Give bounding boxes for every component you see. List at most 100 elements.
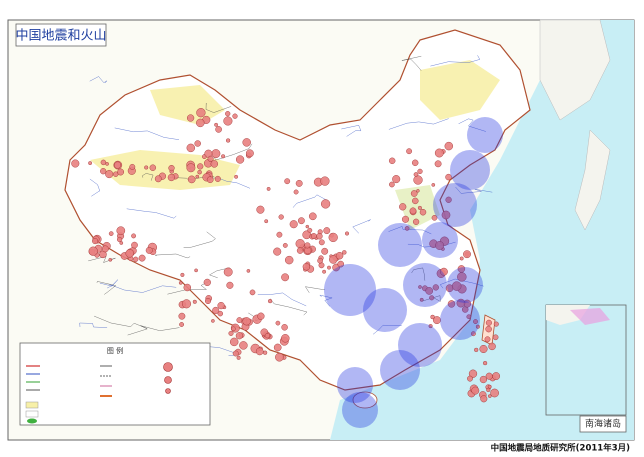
earthquake-marker xyxy=(223,267,233,277)
earthquake-marker xyxy=(492,372,501,381)
earthquake-marker xyxy=(214,122,219,127)
earthquake-marker xyxy=(486,387,491,393)
earthquake-marker xyxy=(310,233,317,239)
fault-line xyxy=(430,55,481,67)
earthquake-marker xyxy=(412,218,420,225)
fault-line xyxy=(96,281,117,295)
earthquake-marker xyxy=(108,231,114,236)
earthquake-marker xyxy=(418,285,422,289)
earthquake-marker xyxy=(399,203,407,211)
earthquake-marker xyxy=(305,224,310,229)
inset-label: 南海诸岛 xyxy=(585,418,621,430)
earthquake-marker xyxy=(192,299,197,304)
earthquake-marker xyxy=(210,160,219,168)
earthquake-marker xyxy=(231,326,236,332)
earthquake-marker xyxy=(203,278,211,287)
earthquake-marker xyxy=(296,247,304,254)
earthquake-marker xyxy=(488,342,496,351)
fault-line xyxy=(212,143,253,161)
fault-line xyxy=(79,322,108,328)
fault-line xyxy=(401,55,422,71)
fault-line xyxy=(372,324,402,335)
earthquake-marker xyxy=(419,208,427,216)
earthquake-marker xyxy=(223,116,233,126)
fault-line xyxy=(458,118,486,132)
hainan xyxy=(352,391,378,409)
earthquake-marker xyxy=(100,168,107,175)
earthquake-marker xyxy=(468,369,478,378)
earthquake-marker xyxy=(108,257,113,262)
earthquake-marker xyxy=(412,197,419,205)
earthquake-marker xyxy=(482,360,488,366)
earthquake-marker xyxy=(245,149,254,158)
earthquake-marker xyxy=(417,205,422,210)
earthquake-marker xyxy=(196,108,206,118)
earthquake-marker xyxy=(221,154,226,159)
legend-box xyxy=(19,342,211,426)
earthquake-marker xyxy=(281,273,290,282)
earthquake-marker xyxy=(204,297,212,305)
earthquake-marker xyxy=(445,173,452,181)
earthquake-marker xyxy=(186,114,195,122)
earthquake-marker xyxy=(474,347,479,353)
earthquake-marker xyxy=(207,155,214,162)
earthquake-marker xyxy=(479,375,488,384)
earthquake-marker xyxy=(181,299,192,309)
earthquake-marker xyxy=(239,341,248,350)
earthquake-marker xyxy=(335,251,344,260)
earthquake-marker xyxy=(457,265,466,273)
earthquake-marker xyxy=(226,281,234,289)
earthquake-marker xyxy=(100,159,107,166)
earthquake-marker xyxy=(444,141,454,151)
earthquake-marker xyxy=(321,247,329,255)
intensity-circle xyxy=(398,323,442,367)
fault-line xyxy=(205,103,232,113)
fault-line xyxy=(341,125,362,137)
earthquake-marker xyxy=(212,306,220,314)
earthquake-marker xyxy=(441,210,451,220)
earthquake-marker xyxy=(419,297,424,302)
earthquake-marker xyxy=(88,246,98,256)
earthquake-marker xyxy=(492,334,499,341)
legend-swatch xyxy=(25,401,39,409)
basin-zone xyxy=(150,85,225,125)
fault-line xyxy=(88,256,116,264)
earthquake-marker xyxy=(183,283,192,292)
earthquake-marker xyxy=(409,207,417,215)
earthquake-marker xyxy=(264,219,269,224)
earthquake-marker xyxy=(116,236,123,243)
earthquake-marker xyxy=(459,256,464,261)
earthquake-marker xyxy=(432,284,439,291)
earthquake-marker xyxy=(411,159,419,167)
earthquake-marker xyxy=(211,149,221,159)
earthquake-marker xyxy=(466,314,472,320)
intensity-circle xyxy=(433,183,477,227)
earthquake-marker xyxy=(215,126,222,133)
earthquake-marker xyxy=(273,343,282,352)
fault-line xyxy=(304,286,325,293)
earthquake-marker xyxy=(487,394,492,398)
earthquake-marker xyxy=(194,268,198,273)
earthquake-marker xyxy=(392,175,401,184)
earthquake-marker xyxy=(447,300,456,308)
inset-zone xyxy=(570,308,610,325)
earthquake-marker xyxy=(232,350,239,357)
earthquake-marker xyxy=(281,334,290,343)
earthquake-marker xyxy=(413,172,419,177)
earthquake-markers xyxy=(71,108,501,403)
earthquake-marker xyxy=(266,186,271,191)
earthquake-marker xyxy=(178,281,183,285)
earthquake-marker xyxy=(480,395,488,403)
fault-line xyxy=(270,298,308,316)
earthquake-marker xyxy=(329,255,338,264)
legend-swatch xyxy=(27,418,37,424)
earthquake-marker xyxy=(125,249,134,258)
earthquake-marker xyxy=(178,312,186,320)
earthquake-marker xyxy=(242,138,251,147)
intensity-circle xyxy=(342,392,378,428)
earthquake-marker xyxy=(467,375,473,382)
fault-line xyxy=(89,178,101,197)
fault-line xyxy=(411,267,426,281)
earthquake-marker xyxy=(206,176,214,184)
